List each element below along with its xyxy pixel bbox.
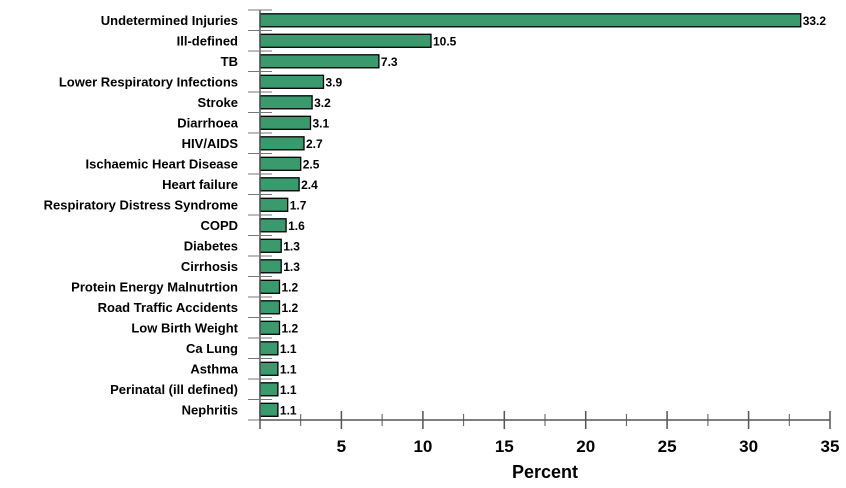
bar bbox=[260, 157, 301, 170]
category-label: HIV/AIDS bbox=[182, 136, 239, 151]
value-label: 2.7 bbox=[306, 137, 323, 151]
value-label: 1.1 bbox=[280, 362, 297, 376]
category-label: Heart failure bbox=[162, 177, 238, 192]
x-tick-label: 30 bbox=[739, 437, 758, 456]
bar bbox=[260, 96, 312, 109]
value-label: 1.1 bbox=[280, 403, 297, 417]
value-label: 3.2 bbox=[314, 96, 331, 110]
bar bbox=[260, 116, 311, 129]
bar bbox=[260, 383, 278, 396]
category-label: Stroke bbox=[198, 95, 238, 110]
category-label: Diabetes bbox=[184, 238, 238, 253]
x-tick-label: 20 bbox=[576, 437, 595, 456]
x-tick-label: 5 bbox=[337, 437, 346, 456]
value-label: 1.7 bbox=[290, 198, 307, 212]
bar bbox=[260, 362, 278, 375]
bar bbox=[260, 301, 280, 314]
category-label: TB bbox=[221, 54, 238, 69]
value-label: 1.3 bbox=[283, 260, 300, 274]
category-label: Respiratory Distress Syndrome bbox=[44, 197, 238, 212]
category-label: Nephritis bbox=[182, 402, 238, 417]
x-tick-label: 15 bbox=[495, 437, 514, 456]
value-label: 1.1 bbox=[280, 342, 297, 356]
value-label: 7.3 bbox=[381, 55, 398, 69]
value-label: 2.4 bbox=[301, 178, 318, 192]
bar bbox=[260, 280, 280, 293]
category-label: Ischaemic Heart Disease bbox=[86, 156, 238, 171]
category-label: Protein Energy Malnutrtion bbox=[71, 279, 238, 294]
value-label: 1.3 bbox=[283, 239, 300, 253]
bar bbox=[260, 178, 299, 191]
category-label: Ill-defined bbox=[177, 33, 238, 48]
value-label: 3.1 bbox=[313, 116, 330, 130]
category-label: Asthma bbox=[190, 361, 238, 376]
value-label: 3.9 bbox=[326, 75, 343, 89]
category-label: Perinatal (ill defined) bbox=[110, 382, 238, 397]
category-label: Road Traffic Accidents bbox=[98, 300, 238, 315]
x-tick-label: 35 bbox=[821, 437, 840, 456]
axes-layer: Undetermined Injuries 33.2 Ill-defined 10.5… bbox=[44, 10, 840, 456]
value-label: 1.2 bbox=[282, 280, 299, 294]
x-tick-label: 10 bbox=[413, 437, 432, 456]
bar bbox=[260, 403, 278, 416]
bar bbox=[260, 260, 281, 273]
value-label: 1.2 bbox=[282, 321, 299, 335]
bar bbox=[260, 239, 281, 252]
bar bbox=[260, 75, 324, 88]
bars-layer bbox=[260, 14, 801, 417]
category-label: Ca Lung bbox=[186, 341, 238, 356]
category-label: Diarrhoea bbox=[177, 115, 238, 130]
value-label: 1.1 bbox=[280, 383, 297, 397]
value-label: 10.5 bbox=[433, 34, 457, 48]
bar bbox=[260, 321, 280, 334]
value-label: 33.2 bbox=[803, 14, 827, 28]
category-label: Undetermined Injuries bbox=[101, 13, 238, 28]
bar bbox=[260, 137, 304, 150]
bar bbox=[260, 14, 801, 27]
value-label: 2.5 bbox=[303, 157, 320, 171]
x-axis-title: Percent bbox=[512, 462, 578, 482]
value-label: 1.6 bbox=[288, 219, 305, 233]
x-tick-label: 25 bbox=[658, 437, 677, 456]
bar bbox=[260, 219, 286, 232]
value-label: 1.2 bbox=[282, 301, 299, 315]
bar bbox=[260, 342, 278, 355]
category-label: COPD bbox=[200, 218, 238, 233]
category-label: Low Birth Weight bbox=[131, 320, 238, 335]
category-label: Lower Respiratory Infections bbox=[59, 74, 238, 89]
bar bbox=[260, 198, 288, 211]
category-label: Cirrhosis bbox=[181, 259, 238, 274]
bar bbox=[260, 34, 431, 47]
bar bbox=[260, 55, 379, 68]
